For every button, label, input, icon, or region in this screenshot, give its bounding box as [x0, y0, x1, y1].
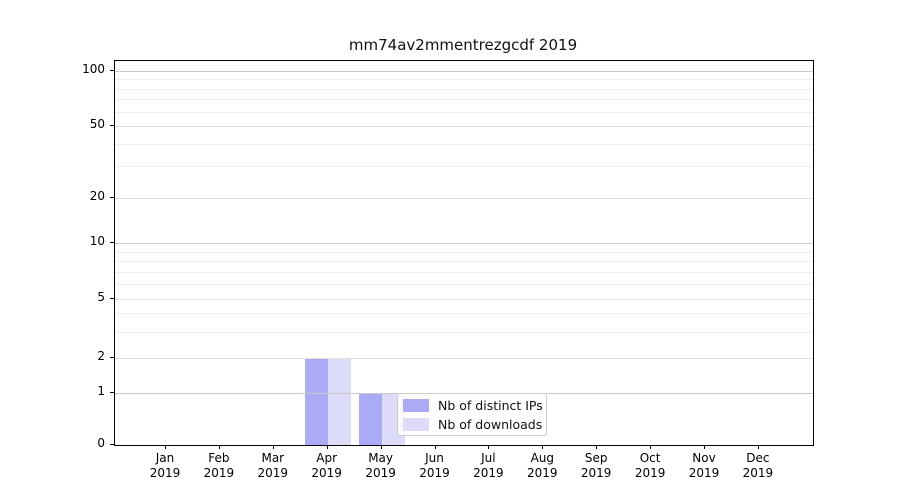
gridline-y-7	[115, 271, 813, 273]
legend-row: Nb of downloads	[403, 416, 543, 432]
x-tick-mark	[218, 445, 220, 449]
x-tick-year: 2019	[473, 466, 504, 480]
x-tick-label-oct: Oct 2019	[622, 451, 678, 481]
x-tick-year: 2019	[203, 466, 235, 480]
x-tick-month: Nov	[692, 451, 716, 465]
y-tick-label: 10	[89, 234, 105, 249]
legend-swatch-downloads	[403, 417, 429, 431]
x-tick-mark	[165, 445, 166, 449]
y-tick-label: 100	[82, 61, 105, 76]
x-tick-label-mar: Mar 2019	[245, 451, 301, 481]
gridline-y-80	[115, 88, 813, 90]
legend: Nb of distinct IPs Nb of downloads	[397, 393, 547, 436]
gridline-y-3	[115, 331, 813, 333]
y-tick-mark	[110, 242, 114, 244]
x-tick-label-aug: Aug 2019	[514, 451, 570, 481]
x-tick-month: Jul	[481, 451, 496, 465]
y-tick-label: 1	[97, 384, 105, 398]
y-tick-mark	[110, 392, 114, 393]
x-tick-label-jun: Jun 2019	[407, 451, 463, 481]
x-tick-month: Jun	[425, 451, 444, 465]
x-tick-year: 2019	[365, 466, 396, 480]
x-tick-year: 2019	[742, 466, 774, 480]
bar-may-distinct-ips	[358, 393, 382, 445]
x-tick-mark	[272, 445, 274, 449]
x-tick-mark	[757, 445, 759, 449]
y-tick-label: 50	[89, 117, 105, 131]
y-tick-label: 20	[89, 189, 105, 203]
x-tick-month: Mar	[261, 451, 285, 465]
gridline-y-6	[115, 284, 813, 286]
y-tick-mark	[110, 356, 114, 358]
y-tick-label: 0	[97, 436, 105, 450]
x-tick-year: 2019	[311, 466, 342, 480]
x-tick-mark	[704, 445, 705, 449]
bar-apr-downloads	[327, 358, 351, 445]
gridline-y-9	[115, 251, 813, 253]
gridline-y-90	[115, 79, 813, 81]
x-tick-year: 2019	[527, 466, 558, 480]
x-tick-year: 2019	[580, 466, 612, 480]
y-tick-mark	[110, 125, 114, 126]
y-tick-label: 5	[97, 290, 105, 304]
chart-title: mm74av2mmentrezgcdf 2019	[348, 36, 578, 54]
y-tick-mark	[110, 444, 114, 445]
x-tick-year: 2019	[419, 466, 450, 480]
x-tick-year: 2019	[634, 466, 666, 480]
gridline-y-40	[115, 143, 813, 145]
x-tick-label-jul: Jul 2019	[460, 451, 516, 481]
bar-apr-distinct-ips	[304, 358, 328, 445]
x-tick-label-may: May 2019	[353, 451, 409, 481]
y-tick-mark	[110, 197, 114, 198]
x-tick-year: 2019	[688, 466, 720, 480]
gridline-y-70	[115, 99, 813, 101]
y-tick-mark	[110, 69, 114, 71]
x-tick-label-dec: Dec 2019	[730, 451, 786, 481]
x-tick-year: 2019	[257, 466, 289, 480]
gridline-y-4	[115, 313, 813, 315]
x-tick-mark	[596, 445, 598, 449]
gridline-y-2	[115, 357, 813, 359]
x-tick-mark	[380, 445, 382, 449]
gridline-y-30	[115, 166, 813, 168]
x-tick-mark	[650, 445, 652, 449]
gridline-y-60	[115, 111, 813, 113]
x-tick-month: Aug	[530, 451, 555, 465]
x-tick-mark	[326, 445, 328, 449]
x-tick-mark	[434, 445, 436, 449]
x-tick-month: Dec	[746, 451, 770, 465]
x-tick-month: Oct	[639, 451, 661, 465]
x-tick-month: Apr	[316, 451, 338, 465]
x-tick-year: 2019	[149, 466, 181, 480]
gridline-y-5	[115, 299, 813, 300]
legend-label: Nb of distinct IPs	[438, 397, 543, 413]
gridline-y-100	[115, 70, 813, 72]
y-tick-mark	[110, 298, 114, 299]
legend-swatch-distinct-ips	[403, 398, 429, 412]
x-tick-label-apr: Apr 2019	[299, 451, 355, 481]
gridline-y-20	[115, 198, 813, 199]
legend-row: Nb of distinct IPs	[403, 397, 543, 413]
x-tick-label-feb: Feb 2019	[191, 451, 247, 481]
x-tick-label-jan: Jan 2019	[137, 451, 193, 481]
legend-label: Nb of downloads	[438, 416, 543, 432]
x-tick-label-nov: Nov 2019	[676, 451, 732, 481]
y-tick-label: 2	[97, 348, 105, 363]
x-tick-month: Jan	[155, 451, 175, 465]
plot-area	[114, 60, 814, 446]
x-tick-mark	[542, 445, 544, 449]
gridline-y-50	[115, 126, 813, 127]
x-tick-month: Feb	[208, 451, 230, 465]
x-tick-mark	[488, 445, 490, 449]
gridline-y-10	[115, 243, 813, 245]
gridline-y-8	[115, 261, 813, 263]
x-tick-month: May	[368, 451, 393, 465]
x-tick-month: Sep	[584, 451, 608, 465]
x-tick-label-sep: Sep 2019	[568, 451, 624, 481]
